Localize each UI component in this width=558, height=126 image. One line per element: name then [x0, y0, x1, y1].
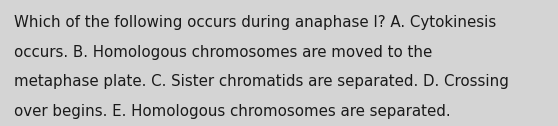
Text: over begins. E. Homologous chromosomes are separated.: over begins. E. Homologous chromosomes a…: [14, 104, 450, 119]
Text: Which of the following occurs during anaphase I? A. Cytokinesis: Which of the following occurs during ana…: [14, 15, 496, 30]
Text: metaphase plate. C. Sister chromatids are separated. D. Crossing: metaphase plate. C. Sister chromatids ar…: [14, 74, 509, 89]
Text: occurs. B. Homologous chromosomes are moved to the: occurs. B. Homologous chromosomes are mo…: [14, 45, 432, 60]
